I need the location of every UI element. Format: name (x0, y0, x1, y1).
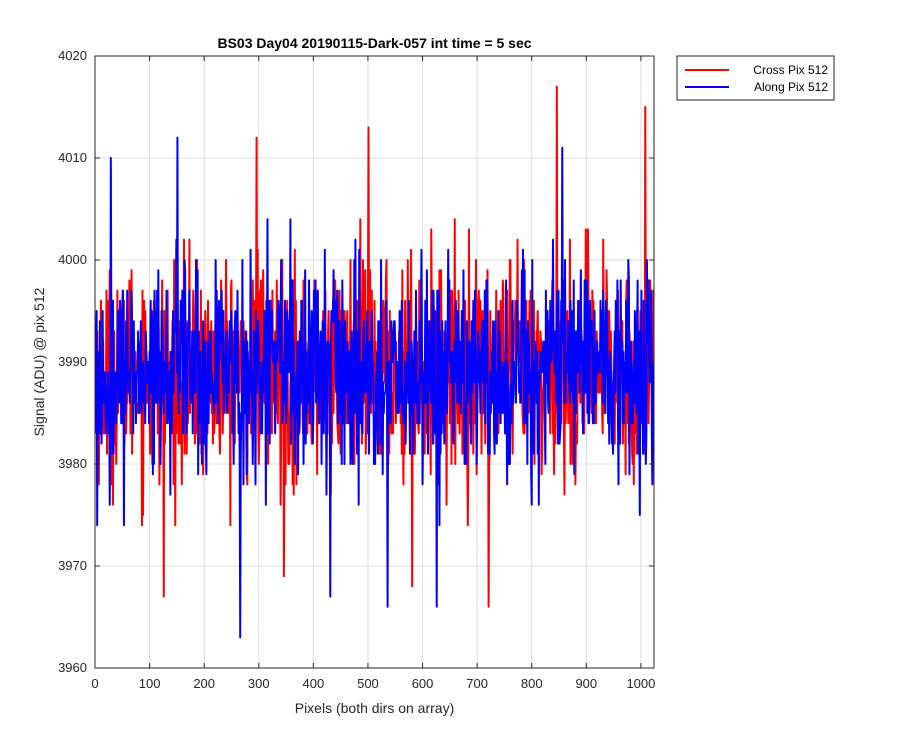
x-tick-label: 0 (91, 676, 98, 691)
x-tick-label: 1000 (626, 676, 655, 691)
y-axis-ticks: 3960 3970 3980 3990 4000 4010 4020 (58, 48, 654, 675)
x-axis-ticks: 0 100 200 300 400 500 600 700 800 900 1000 (91, 56, 655, 691)
y-axis-label: Signal (ADU) @ pix 512 (31, 287, 47, 436)
x-tick-label: 300 (248, 676, 270, 691)
x-tick-label: 200 (193, 676, 215, 691)
legend-label-along-pix-512: Along Pix 512 (754, 80, 828, 94)
legend-box (676, 55, 835, 101)
y-tick-label: 3970 (58, 558, 87, 573)
y-tick-label: 3980 (58, 456, 87, 471)
y-tick-label: 4000 (58, 252, 87, 267)
x-tick-label: 600 (412, 676, 434, 691)
x-tick-label: 500 (357, 676, 379, 691)
y-tick-label: 3990 (58, 354, 87, 369)
x-axis-label: Pixels (both dirs on array) (295, 700, 455, 716)
x-tick-label: 900 (575, 676, 597, 691)
x-tick-label: 400 (303, 676, 325, 691)
y-tick-label: 4010 (58, 150, 87, 165)
chart-title: BS03 Day04 20190115-Dark-057 int time = … (217, 35, 531, 51)
y-tick-label: 4020 (58, 48, 87, 63)
legend-label-cross-pix-512: Cross Pix 512 (753, 63, 828, 77)
x-tick-label: 100 (139, 676, 161, 691)
legend: Cross Pix 512 Along Pix 512 (676, 55, 835, 101)
x-tick-label: 800 (521, 676, 543, 691)
x-tick-label: 700 (466, 676, 488, 691)
series-line-along-pix-512 (95, 136, 654, 639)
y-tick-label: 3960 (58, 660, 87, 675)
